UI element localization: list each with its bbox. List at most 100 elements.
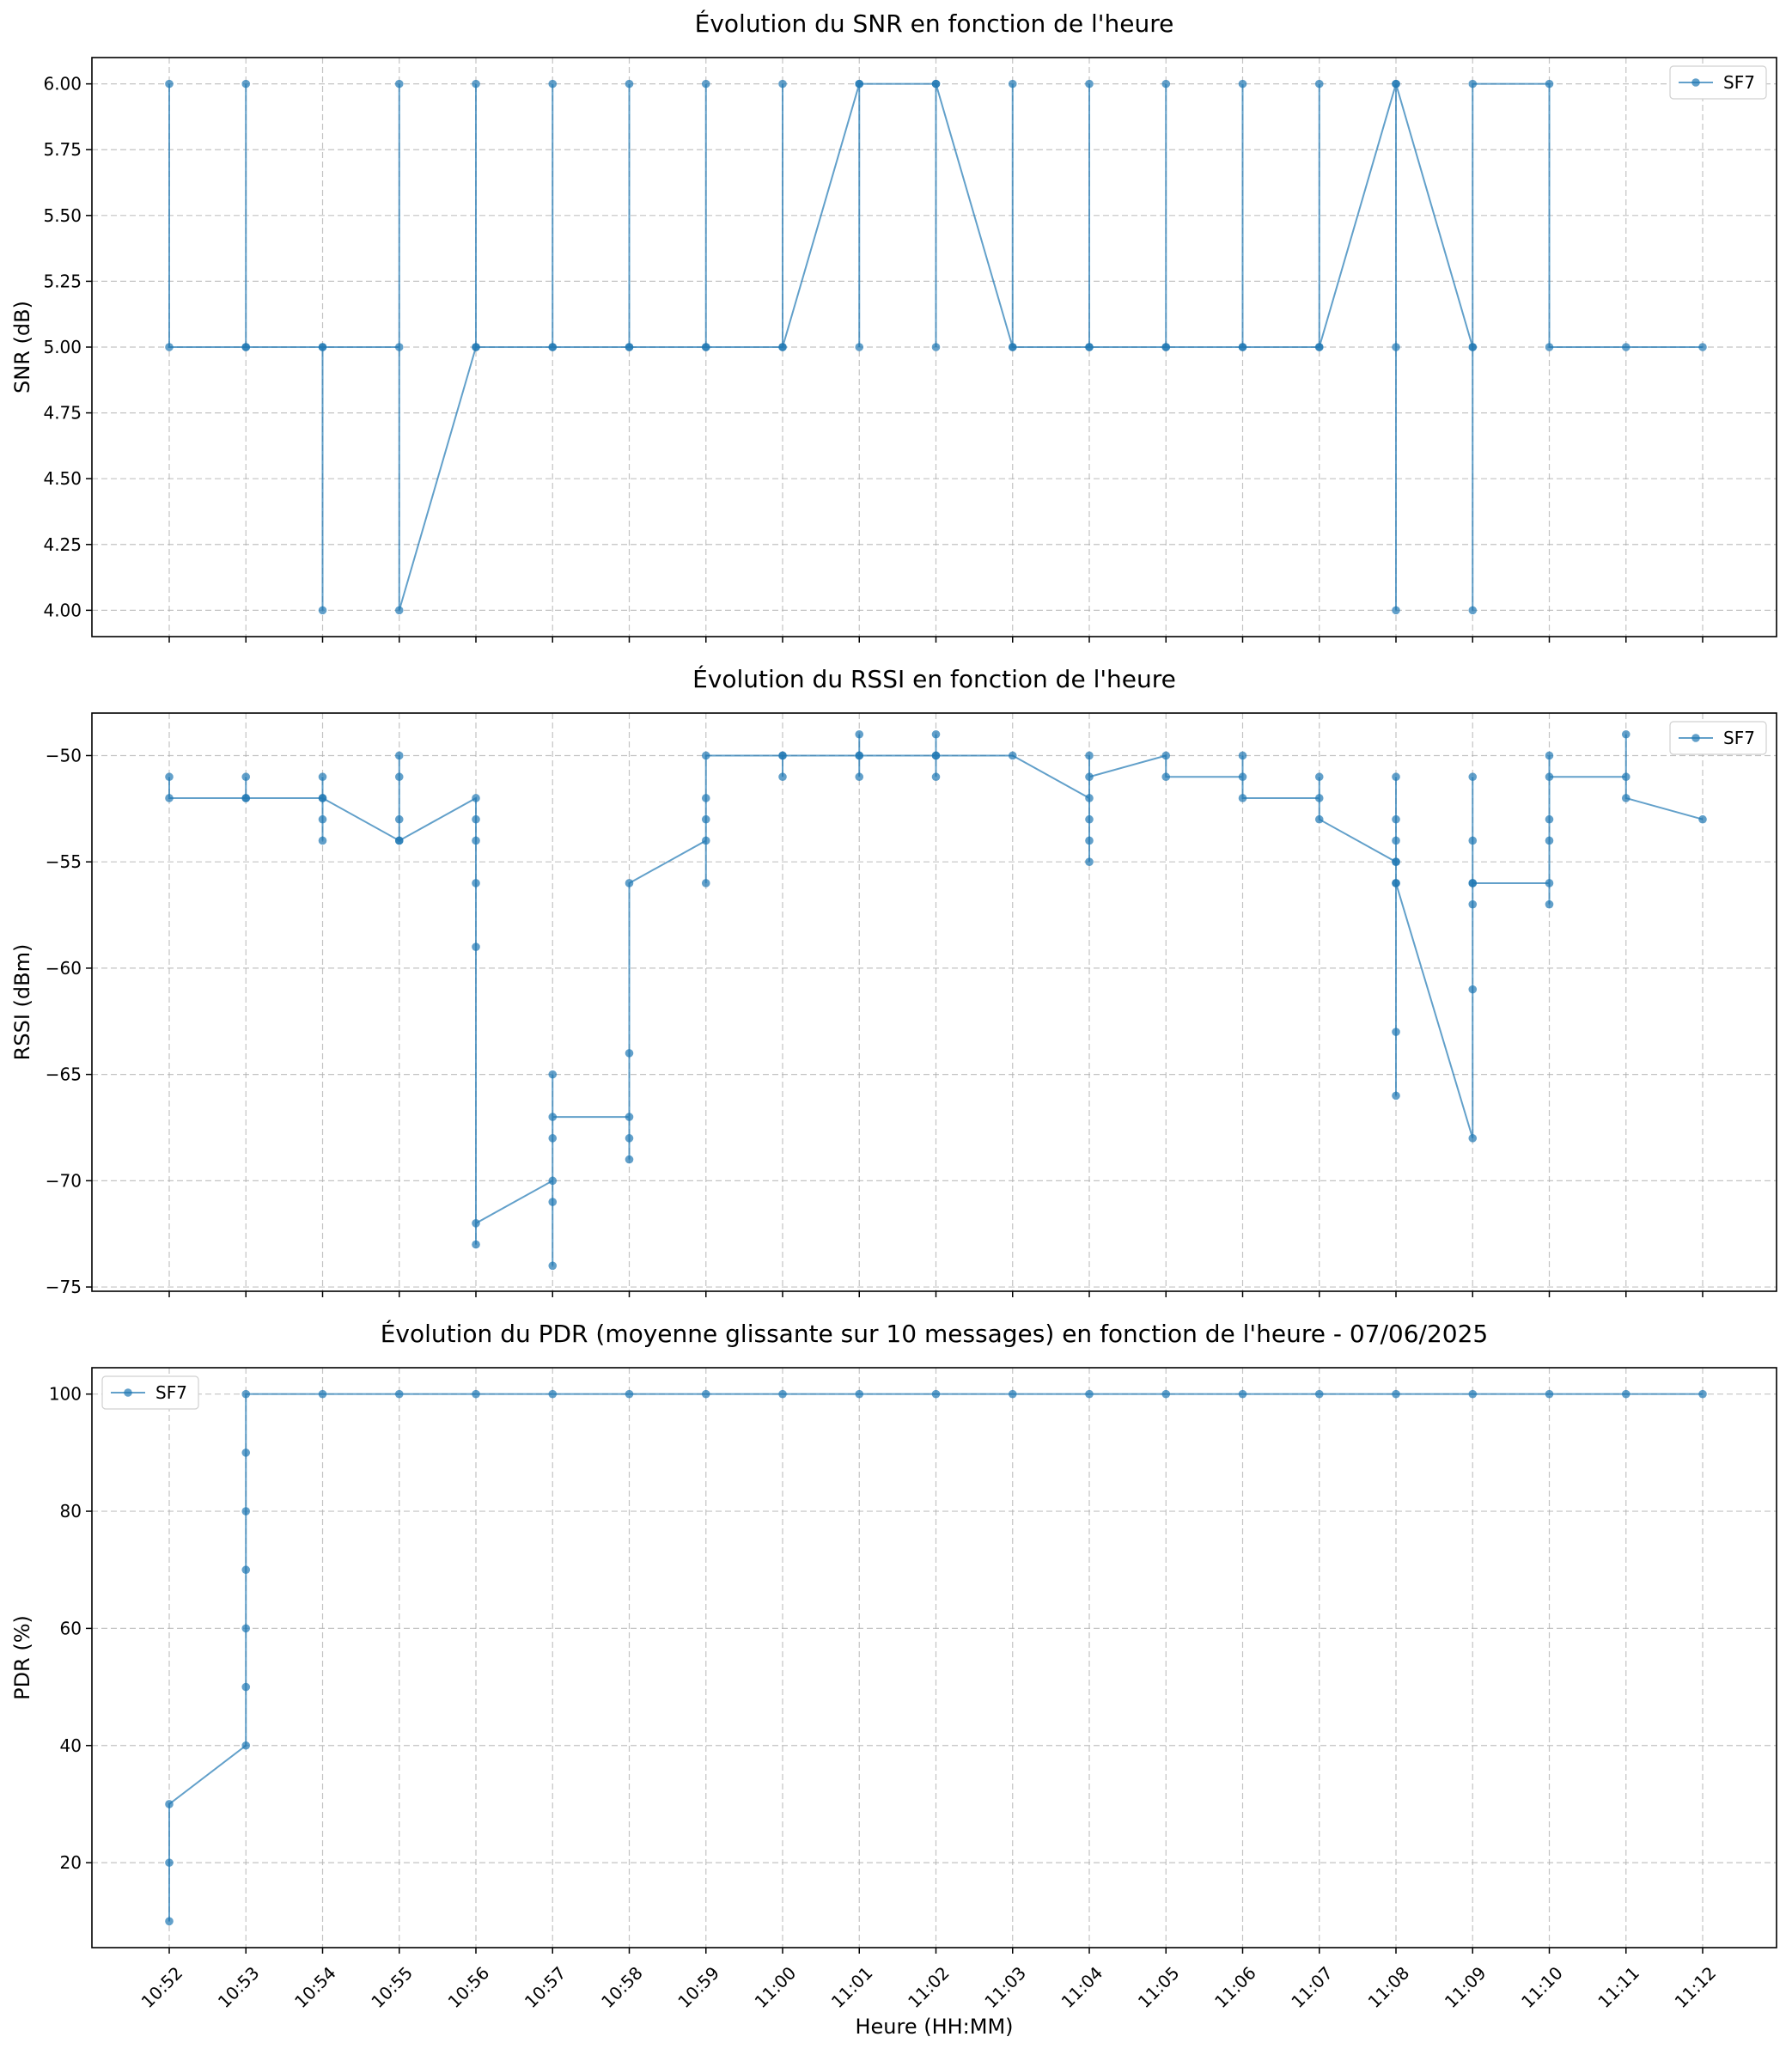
data-point [241, 79, 251, 88]
x-tick-label: 10:56 [444, 1962, 494, 2012]
data-point [1085, 772, 1094, 782]
y-tick-label: −50 [46, 745, 82, 765]
data-point [1314, 814, 1324, 824]
data-point [778, 1389, 787, 1399]
data-point [1392, 879, 1400, 887]
x-axis-label: Heure (HH:MM) [855, 2015, 1013, 2039]
data-point [701, 879, 710, 887]
data-point [1392, 836, 1400, 845]
data-point [701, 836, 710, 845]
data-point [1392, 606, 1400, 615]
data-point [1698, 814, 1707, 824]
y-tick-label: 20 [60, 1852, 82, 1873]
data-point [625, 1389, 634, 1399]
data-point [1698, 1389, 1707, 1399]
data-point [394, 814, 404, 824]
data-point [778, 343, 787, 351]
data-point [165, 1917, 174, 1926]
data-point [1314, 79, 1324, 88]
data-point [548, 1198, 558, 1206]
data-point [548, 1134, 558, 1143]
y-tick-label: 6.00 [43, 74, 82, 95]
y-tick-label: −75 [46, 1277, 82, 1297]
y-tick-label: 80 [60, 1501, 82, 1522]
data-point [472, 79, 480, 88]
data-point [1008, 751, 1017, 760]
data-point [1314, 794, 1324, 802]
data-point [472, 814, 480, 824]
data-point [394, 343, 404, 351]
x-tick-label: 11:01 [827, 1962, 877, 2012]
data-point [1468, 985, 1478, 994]
data-point [931, 751, 941, 760]
panel-1: 4.00 4.25 4.50 4.75 5.00 5.25 5.50 5.75 6.00 Évol… [10, 9, 1777, 643]
legend-box [1669, 721, 1767, 755]
data-point [1545, 836, 1554, 845]
x-tick-label: 11:03 [980, 1962, 1030, 2012]
data-point [1238, 751, 1247, 760]
data-point [625, 879, 634, 887]
data-point [472, 879, 480, 887]
data-point [1085, 857, 1094, 866]
data-point [1621, 794, 1630, 802]
data-point [1545, 814, 1554, 824]
data-point [165, 1800, 174, 1808]
data-point [701, 1389, 710, 1399]
data-point [701, 814, 710, 824]
panel-3: 20 40 60 80 100 10:52 10:53 10:54 10:55 10:56 10:5… [10, 1319, 1777, 2039]
y-tick-label: −70 [46, 1170, 82, 1191]
data-point [1238, 79, 1247, 88]
data-point [1698, 343, 1707, 351]
data-point [548, 1261, 558, 1271]
data-point [778, 751, 787, 760]
data-point [394, 79, 404, 88]
data-point [855, 772, 864, 782]
data-point [1621, 1389, 1630, 1399]
legend: SF7 [1669, 721, 1767, 755]
data-point [931, 772, 941, 782]
y-tick-label: 5.75 [43, 139, 82, 160]
data-point [472, 343, 480, 351]
x-tick-label: 11:12 [1671, 1962, 1721, 2012]
data-point [625, 79, 634, 88]
data-point [701, 794, 710, 802]
data-point [241, 1565, 251, 1575]
y-tick-label: 4.25 [43, 534, 82, 555]
data-point [625, 1113, 634, 1121]
data-point [1545, 751, 1554, 760]
x-tick-label: 11:00 [751, 1962, 801, 2012]
data-point [1468, 879, 1478, 887]
data-point [1621, 343, 1630, 351]
data-point [1468, 606, 1478, 615]
data-point [778, 79, 787, 88]
x-tick-label: 11:06 [1210, 1962, 1260, 2012]
data-point [241, 1389, 251, 1399]
data-point [1085, 1389, 1094, 1399]
data-point [241, 1448, 251, 1457]
x-tick-label: 10:57 [521, 1962, 570, 2012]
x-tick-label: 10:55 [367, 1962, 417, 2012]
data-point [625, 1155, 634, 1164]
chart-title: Évolution du PDR (moyenne glissante sur … [381, 1319, 1489, 1348]
data-point [625, 343, 634, 351]
data-point [394, 1389, 404, 1399]
data-point [701, 751, 710, 760]
data-point [1238, 343, 1247, 351]
data-point [472, 794, 480, 802]
legend: SF7 [1669, 65, 1767, 100]
y-tick-label: 60 [60, 1618, 82, 1638]
data-point [1392, 772, 1400, 782]
data-point [394, 751, 404, 760]
data-point [165, 343, 174, 351]
data-point [1008, 79, 1017, 88]
data-point [931, 79, 941, 88]
data-point [318, 794, 327, 802]
y-tick-label: 5.00 [43, 337, 82, 357]
plot-frame [91, 712, 1777, 1292]
x-tick-label: 11:02 [904, 1962, 954, 2012]
data-point [1392, 814, 1400, 824]
y-tick-label: 4.00 [43, 600, 82, 620]
data-point [778, 772, 787, 782]
data-point [1314, 1389, 1324, 1399]
